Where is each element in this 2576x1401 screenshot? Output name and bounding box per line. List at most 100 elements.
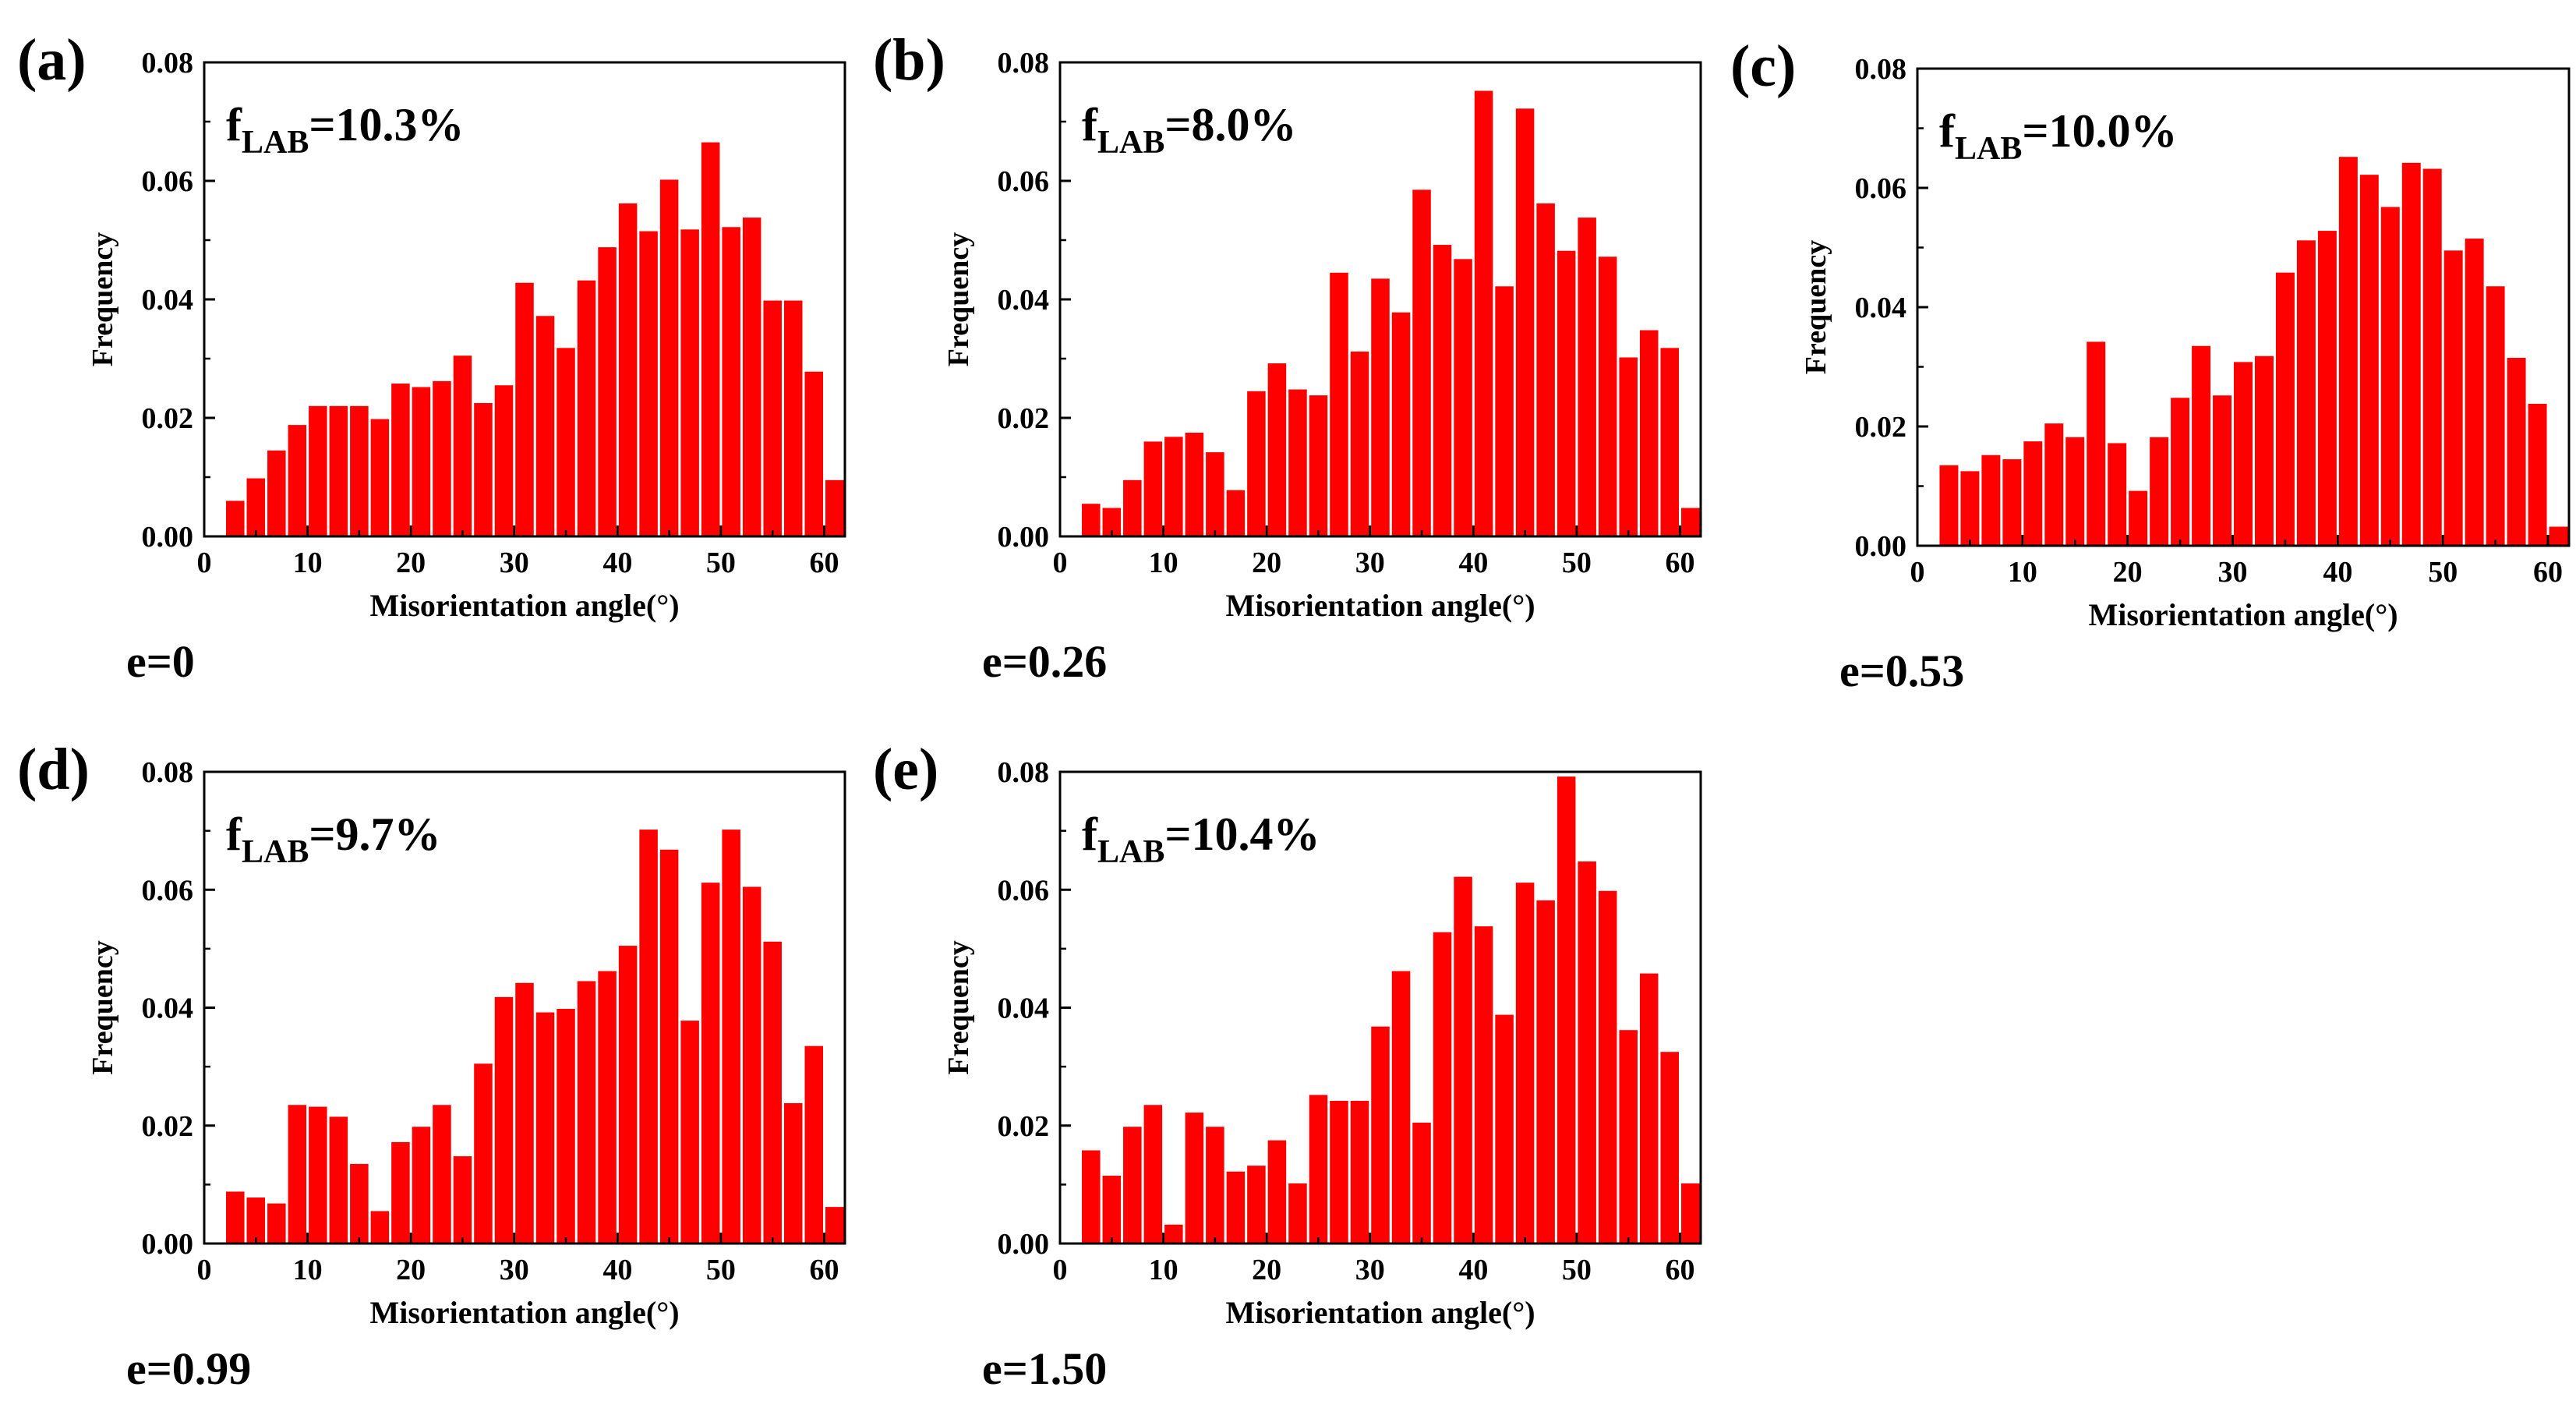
histogram-bar: [1474, 926, 1493, 1244]
x-tick-label: 60: [2533, 556, 2563, 589]
histogram-bar: [433, 1105, 451, 1244]
annotation-main: f: [1939, 105, 1956, 157]
annotation-main: f: [1082, 808, 1098, 860]
y-tick-label: 0.04: [998, 284, 1050, 317]
histogram-bar: [370, 419, 390, 536]
y-tick-label: 0.00: [1855, 530, 1907, 563]
histogram-bar: [1102, 1176, 1122, 1244]
histogram-bar: [1660, 1052, 1679, 1244]
y-tick-label: 0.00: [142, 521, 194, 554]
x-tick-label: 40: [1458, 547, 1488, 579]
bar-series: [1082, 777, 1700, 1244]
histogram-bar: [783, 300, 803, 536]
histogram-bar: [350, 1163, 369, 1244]
histogram-bar: [825, 1207, 844, 1244]
histogram-bar: [226, 1191, 245, 1244]
histogram-bar: [1267, 363, 1287, 536]
histogram-bar: [1433, 932, 1452, 1244]
histogram-bar: [1185, 1113, 1204, 1244]
histogram-bar: [2275, 272, 2295, 546]
y-tick-label: 0.08: [142, 47, 194, 80]
x-tick-label: 20: [1252, 1254, 1281, 1286]
histogram-bar: [1102, 508, 1122, 536]
x-axis-label: Misorientation angle(°): [369, 1295, 679, 1330]
histogram-bar: [1495, 286, 1514, 536]
histogram-bar: [1578, 861, 1596, 1244]
histogram-bar: [659, 179, 679, 537]
histogram-bar: [329, 405, 348, 536]
histogram-panel: 0 10 20 30 40 50 60 0.00 0.02 0.04 0.06 0.08 Misorie…: [873, 27, 1702, 687]
histogram-bar: [825, 479, 844, 536]
y-tick-label: 0.02: [998, 1110, 1050, 1143]
histogram-bar: [535, 316, 555, 536]
histogram-bar: [2171, 398, 2190, 546]
y-tick-label: 0.08: [998, 47, 1050, 80]
histogram-bar: [2065, 437, 2085, 546]
histogram-bar: [246, 1198, 266, 1244]
histogram-bar: [288, 425, 307, 536]
annotation-value: =10.4%: [1164, 808, 1320, 860]
y-tick-label: 0.04: [142, 284, 194, 317]
histogram-bar: [1680, 508, 1700, 536]
annotation-subscript: LAB: [242, 125, 309, 161]
histogram-panel: 0 10 20 30 40 50 60 0.00 0.02 0.04 0.06 0.08 Misorie…: [873, 737, 1702, 1394]
histogram-bar: [1412, 189, 1431, 536]
x-tick-label: 10: [293, 1254, 323, 1286]
histogram-bar: [1454, 259, 1472, 536]
histogram-bar: [1598, 890, 1617, 1244]
annotation-value: =10.3%: [309, 99, 464, 150]
histogram-bar: [2507, 358, 2526, 546]
lab-fraction-annotation: fLAB=10.4%: [1082, 808, 1320, 870]
y-axis-label: Frequency: [1800, 240, 1832, 374]
histogram-bar: [1226, 490, 1246, 536]
y-tick-label: 0.06: [142, 874, 194, 907]
histogram-bar: [763, 941, 782, 1244]
x-tick-label: 0: [197, 1254, 212, 1286]
histogram-bar: [804, 1045, 823, 1244]
x-tick-label: 20: [2113, 556, 2143, 589]
y-tick-label: 0.08: [142, 756, 194, 789]
annotation-main: f: [226, 808, 242, 860]
x-tick-label: 60: [1665, 1254, 1694, 1286]
histogram-bar: [763, 300, 782, 536]
histogram-bar: [246, 478, 266, 536]
histogram-bar: [1557, 250, 1576, 536]
histogram-bar: [577, 280, 596, 536]
annotation-value: =8.0%: [1164, 99, 1296, 150]
y-tick-label: 0.00: [998, 521, 1050, 554]
x-tick-label: 30: [2218, 556, 2248, 589]
strain-label: e=0.53: [1839, 646, 1964, 696]
histogram-bar: [1371, 1026, 1390, 1244]
panel-label: (d): [17, 737, 90, 802]
histogram-bar: [2465, 239, 2484, 546]
histogram-bar: [2254, 356, 2274, 546]
histogram-bar: [1350, 1100, 1369, 1244]
histogram-bar: [1206, 1127, 1224, 1244]
histogram-bar: [618, 946, 638, 1244]
histogram-bar: [1267, 1140, 1287, 1244]
histogram-bar: [639, 231, 658, 536]
panel-label: (c): [1730, 34, 1796, 99]
histogram-bar: [742, 886, 761, 1244]
histogram-bar: [1557, 777, 1576, 1244]
histogram-bar: [639, 830, 658, 1244]
histogram-bar: [1309, 1095, 1328, 1244]
histogram-bar: [1619, 357, 1638, 536]
histogram-bar: [1164, 1224, 1183, 1244]
histogram-bar: [2486, 286, 2505, 546]
x-tick-label: 50: [1562, 547, 1592, 579]
histogram-bar: [1123, 479, 1142, 536]
histogram-bar: [391, 1141, 410, 1244]
x-tick-label: 20: [1252, 547, 1281, 579]
x-tick-label: 0: [1910, 556, 1925, 589]
y-tick-label: 0.04: [142, 992, 194, 1025]
x-tick-label: 50: [2428, 556, 2458, 589]
histogram-bar: [494, 385, 514, 536]
histogram-bar: [1350, 351, 1369, 536]
histogram-bar: [557, 348, 575, 536]
histogram-bar: [1309, 395, 1328, 536]
annotation-value: =9.7%: [309, 808, 440, 860]
histogram-bar: [474, 403, 493, 536]
histogram-bar: [1639, 330, 1659, 536]
